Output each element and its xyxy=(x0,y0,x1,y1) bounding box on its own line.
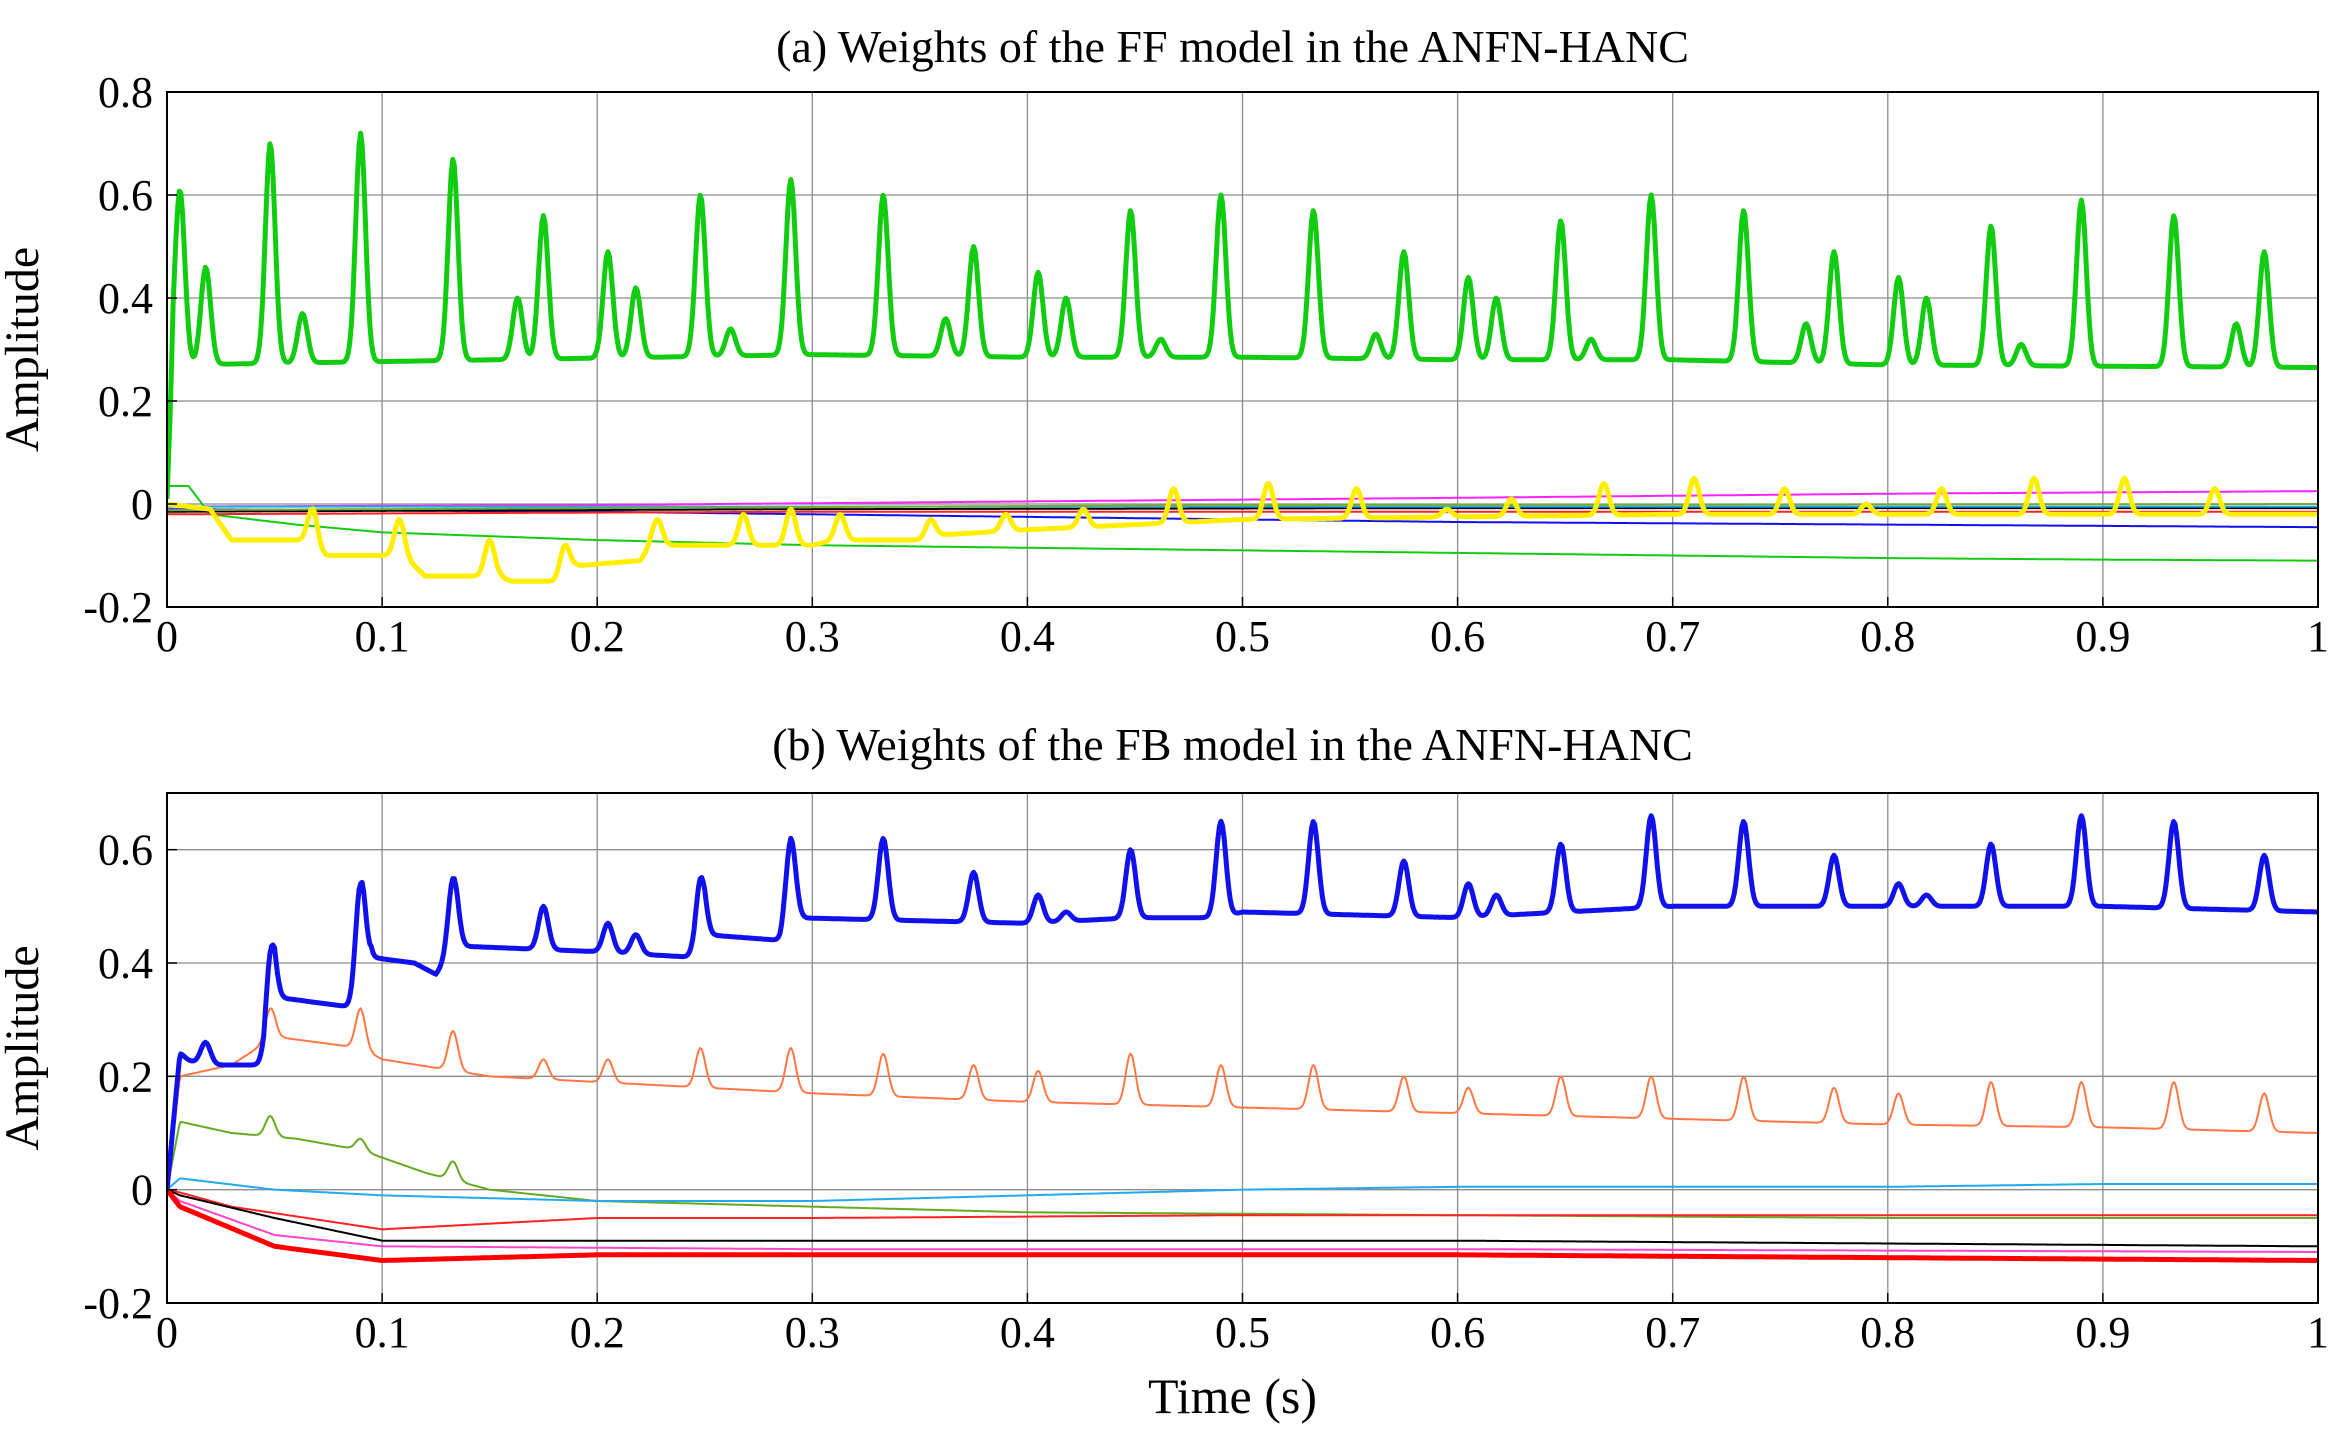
series-line-w3 xyxy=(167,485,2318,562)
series-line-w6 xyxy=(167,507,2318,513)
series-group xyxy=(167,130,2318,584)
x-tick-label: 0.2 xyxy=(570,612,625,661)
series-line-v6 xyxy=(167,1188,2318,1248)
x-tick-label: 0.3 xyxy=(785,612,840,661)
y-tick-label: 0.4 xyxy=(98,274,153,323)
chart-ff-weights: (a) Weights of the FF model in the ANFN-… xyxy=(0,21,2329,661)
chart-fb-weights: (b) Weights of the FB model in the ANFN-… xyxy=(0,719,2329,1424)
x-tick-label: 0 xyxy=(156,612,178,661)
x-tick-label: 0.9 xyxy=(2075,612,2130,661)
y-tick-label: 0.6 xyxy=(98,171,153,220)
x-tick-label: 0.1 xyxy=(355,612,410,661)
x-tick-label: 1 xyxy=(2307,612,2329,661)
y-tick-label: 0.4 xyxy=(98,939,153,988)
series-line-v8 xyxy=(167,1188,2318,1263)
x-axis-label: Time (s) xyxy=(1148,1368,1317,1424)
chart-title: (a) Weights of the FF model in the ANFN-… xyxy=(776,21,1689,72)
x-tick-label: 1 xyxy=(2307,1308,2329,1357)
series-line-w4 xyxy=(167,490,2318,508)
y-tick-label: -0.2 xyxy=(83,583,153,632)
series-line-v3 xyxy=(167,1115,2318,1219)
series-line-v2 xyxy=(167,1007,2318,1190)
y-tick-label: 0 xyxy=(131,480,153,529)
series-line-v4 xyxy=(167,1177,2318,1202)
y-axis-label: Amplitude xyxy=(0,945,49,1150)
y-tick-label: 0.8 xyxy=(98,68,153,117)
x-tick-label: 0.4 xyxy=(1000,612,1055,661)
y-tick-label: 0.2 xyxy=(98,377,153,426)
series-line-v5 xyxy=(167,1188,2318,1231)
series-line-w7 xyxy=(167,510,2318,516)
y-tick-label: 0.6 xyxy=(98,826,153,875)
series-line-w2 xyxy=(167,475,2318,584)
x-tick-label: 0.9 xyxy=(2075,1308,2130,1357)
chart-title: (b) Weights of the FB model in the ANFN-… xyxy=(772,719,1693,770)
series-line-v7 xyxy=(167,1188,2318,1253)
y-tick-label: 0 xyxy=(131,1166,153,1215)
series-group xyxy=(167,813,2318,1263)
x-tick-label: 0.6 xyxy=(1430,612,1485,661)
x-tick-label: 0.5 xyxy=(1215,612,1270,661)
series-line-v1 xyxy=(167,813,2318,1190)
x-tick-label: 0.1 xyxy=(355,1308,410,1357)
y-axis-label: Amplitude xyxy=(0,247,49,452)
x-tick-label: 0.7 xyxy=(1645,612,1700,661)
x-tick-label: 0.2 xyxy=(570,1308,625,1357)
series-line-w1 xyxy=(167,130,2318,499)
x-tick-label: 0.5 xyxy=(1215,1308,1270,1357)
x-tick-label: 0.8 xyxy=(1860,1308,1915,1357)
x-tick-label: 0.8 xyxy=(1860,612,1915,661)
series-line-w9 xyxy=(167,503,2318,512)
x-tick-label: 0.3 xyxy=(785,1308,840,1357)
x-tick-label: 0 xyxy=(156,1308,178,1357)
y-tick-label: -0.2 xyxy=(83,1279,153,1328)
x-tick-label: 0.6 xyxy=(1430,1308,1485,1357)
x-tick-label: 0.7 xyxy=(1645,1308,1700,1357)
x-tick-label: 0.4 xyxy=(1000,1308,1055,1357)
y-tick-label: 0.2 xyxy=(98,1052,153,1101)
